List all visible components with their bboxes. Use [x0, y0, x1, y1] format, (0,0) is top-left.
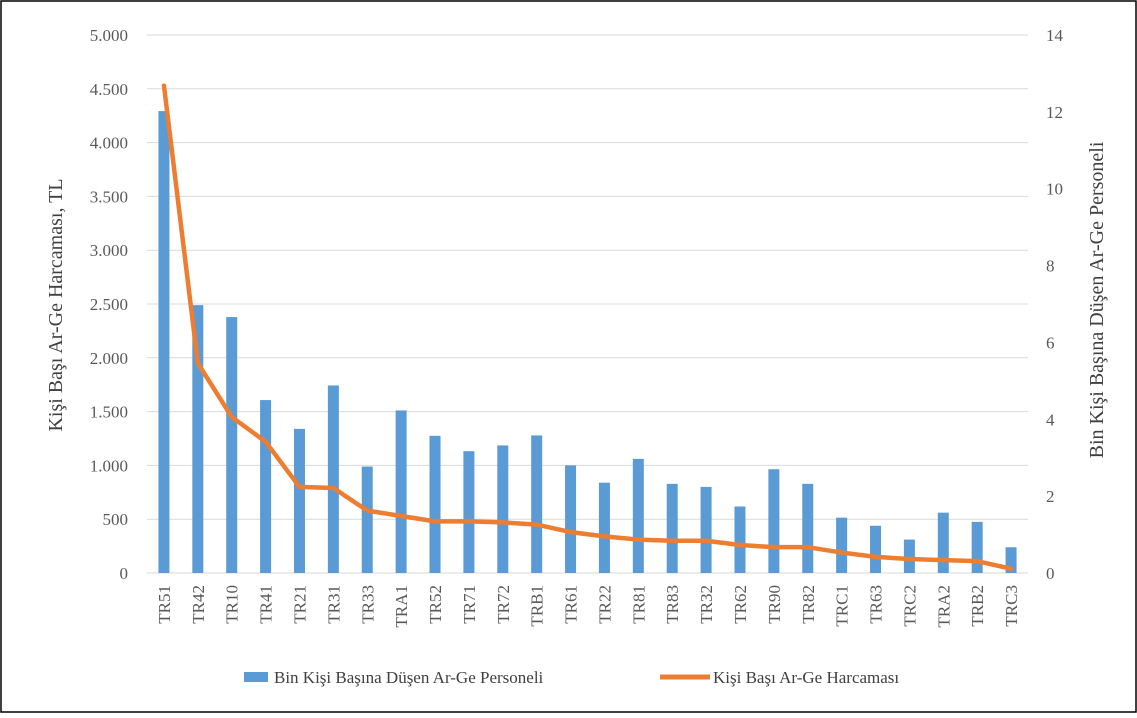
left-tick-label: 2.000 [90, 349, 128, 368]
category-label: TR71 [460, 585, 479, 624]
bar-TR90 [768, 469, 780, 573]
category-labels: TR51 TR42 TR10 TR41 TR21 TR31 TR33 TRA1 TR52 TR71… [155, 585, 1021, 628]
bar-TR81 [632, 458, 644, 573]
category-label: TR21 [290, 585, 309, 624]
bar-TR71 [463, 451, 475, 573]
bar-TRB2 [971, 521, 983, 573]
bar-TRA2 [937, 512, 949, 573]
category-label: TR83 [663, 585, 682, 624]
right-tick-label: 4 [1046, 410, 1055, 429]
left-tick-label: 4.000 [90, 134, 128, 153]
category-label: TR81 [629, 585, 648, 624]
category-label: TR51 [155, 585, 174, 624]
bar-TR22 [598, 482, 610, 573]
bar-TRB1 [531, 435, 543, 573]
category-label: TRC2 [900, 585, 919, 627]
bar-TRC1 [836, 517, 848, 573]
left-tick-label: 1.000 [90, 456, 128, 475]
bar-TR21 [293, 428, 305, 573]
bar-TR10 [226, 317, 238, 573]
legend: Bin Kişi Başına Düşen Ar-Ge Personeli Ki… [244, 668, 899, 687]
category-label: TR72 [494, 585, 513, 624]
legend-bar-label: Bin Kişi Başına Düşen Ar-Ge Personeli [274, 668, 544, 687]
category-label: TR33 [358, 585, 377, 624]
left-tick-label: 2.500 [90, 295, 128, 314]
category-label: TRA2 [934, 585, 953, 628]
line-series [161, 83, 1014, 571]
left-tick-label: 500 [103, 510, 129, 529]
category-label: TR10 [223, 585, 242, 624]
right-tick-label: 12 [1046, 103, 1063, 122]
category-label: TRB2 [968, 585, 987, 627]
category-label: TRC3 [1002, 585, 1021, 627]
bar-TR63 [870, 525, 882, 573]
bar-TR41 [260, 400, 272, 573]
category-label: TR22 [595, 585, 614, 624]
bar-TRC3 [1005, 547, 1017, 573]
bar-TR51 [158, 111, 170, 574]
bar-TR33 [361, 466, 373, 573]
category-label: TR31 [324, 585, 343, 624]
category-label: TR42 [189, 585, 208, 624]
bar-TR42 [192, 305, 204, 573]
right-tick-label: 0 [1046, 564, 1055, 583]
bar-TR52 [429, 435, 441, 573]
category-label: TR61 [562, 585, 581, 624]
left-tick-label: 1.500 [90, 403, 128, 422]
left-axis-title: Kişi Başı Ar-Ge Harcaması, TL [45, 178, 67, 431]
bar-TR72 [497, 445, 509, 573]
right-axis-title: Bin Kişi Başına Düşen Ar-Ge Personeli [1086, 141, 1108, 458]
bar-series [158, 111, 1017, 574]
right-tick-label: 10 [1046, 180, 1063, 199]
bar-TRC2 [903, 539, 915, 573]
right-tick-label: 8 [1046, 257, 1055, 276]
gridlines [147, 34, 1028, 574]
category-label: TR90 [765, 585, 784, 624]
category-label: TR82 [799, 585, 818, 624]
category-label: TR63 [867, 585, 886, 624]
left-axis-ticks: 0 500 1.000 1.500 2.000 2.500 3.000 3.500 4.000 4… [90, 26, 128, 583]
category-label: TR62 [731, 585, 750, 624]
right-tick-label: 6 [1046, 333, 1055, 352]
legend-line-label: Kişi Başı Ar-Ge Harcaması [713, 668, 899, 687]
left-tick-label: 4.500 [90, 80, 128, 99]
right-tick-label: 14 [1046, 26, 1064, 45]
bar-TR82 [802, 483, 814, 573]
bar-TRA1 [395, 410, 407, 573]
right-tick-label: 2 [1046, 487, 1055, 506]
bar-TR32 [700, 486, 712, 573]
bar-TR83 [666, 483, 678, 573]
category-label: TR32 [697, 585, 716, 624]
bar-TR62 [734, 506, 746, 573]
category-label: TRC1 [833, 585, 852, 627]
bar-TR31 [327, 385, 339, 573]
category-label: TR52 [426, 585, 445, 624]
left-tick-label: 3.500 [90, 187, 128, 206]
bar-TR61 [565, 465, 577, 573]
left-tick-label: 0 [120, 564, 129, 583]
left-tick-label: 5.000 [90, 26, 128, 45]
category-label: TRA1 [392, 585, 411, 628]
left-tick-label: 3.000 [90, 241, 128, 260]
line-kisi-basi-harcama [161, 83, 1014, 571]
right-axis-ticks: 0 2 4 6 8 10 12 14 [1046, 26, 1064, 583]
category-label: TR41 [257, 585, 276, 624]
legend-bar-swatch [244, 672, 268, 682]
category-label: TRB1 [528, 585, 547, 627]
